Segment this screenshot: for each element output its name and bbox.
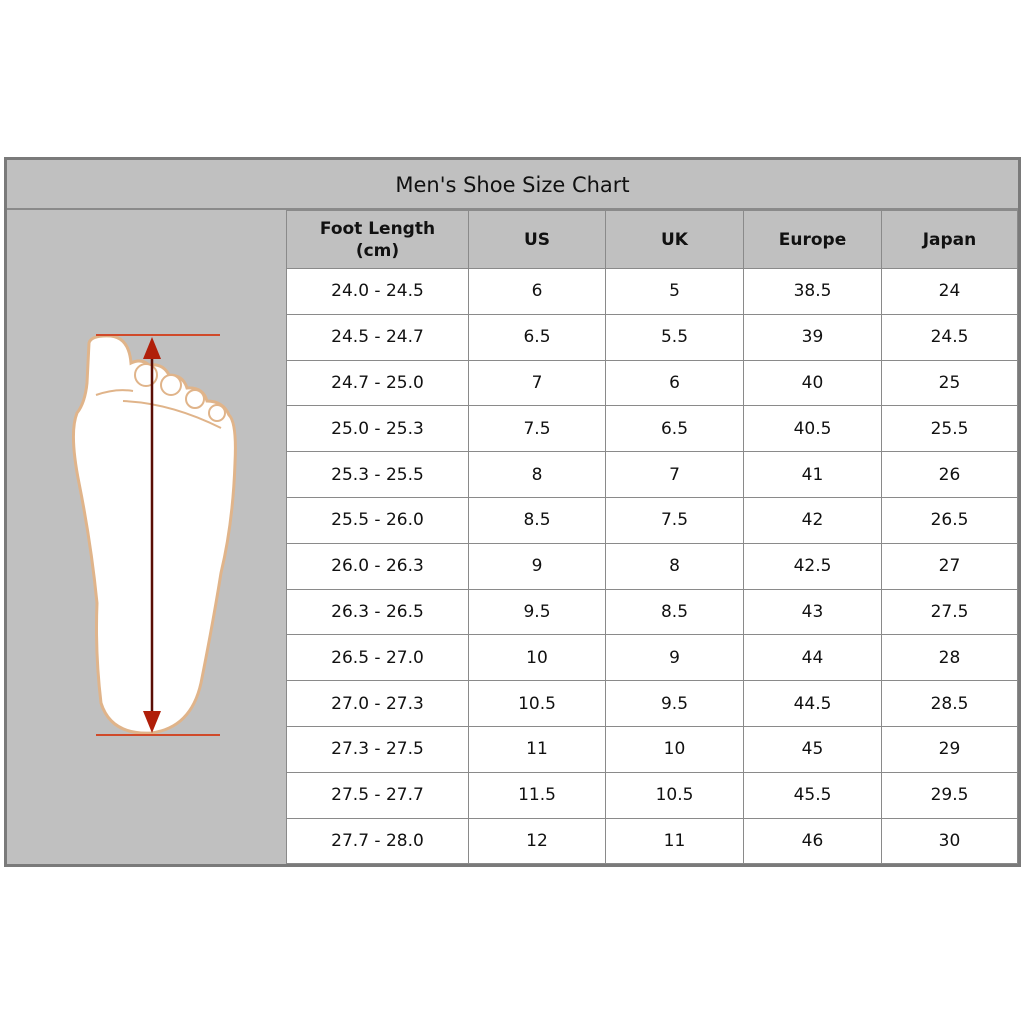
- table-row: 24.0 - 24.5 6 5 38.5 24: [286, 268, 1018, 315]
- cell-us: 6.5: [468, 313, 606, 361]
- cell-uk: 5: [605, 268, 744, 315]
- cell-europe: 43: [743, 588, 882, 636]
- header-line: (cm): [355, 240, 400, 261]
- cell-europe: 38.5: [743, 268, 882, 315]
- table-row: 27.5 - 27.7 11.5 10.5 45.5 29.5: [286, 771, 1018, 819]
- cell-japan: 24: [881, 268, 1018, 315]
- cell-japan: 25.5: [881, 405, 1018, 453]
- cell-uk: 10: [605, 725, 744, 773]
- cell-europe: 41: [743, 451, 882, 498]
- table-row: 25.0 - 25.3 7.5 6.5 40.5 25.5: [286, 405, 1018, 453]
- table-row: 26.0 - 26.3 9 8 42.5 27: [286, 542, 1018, 590]
- chart-title: Men's Shoe Size Chart: [7, 160, 1018, 210]
- cell-uk: 10.5: [605, 771, 744, 819]
- cell-foot-length: 24.0 - 24.5: [286, 268, 469, 315]
- cell-us: 8: [468, 451, 606, 498]
- table-row: 25.5 - 26.0 8.5 7.5 42 26.5: [286, 496, 1018, 544]
- cell-us: 9: [468, 542, 606, 590]
- cell-europe: 42.5: [743, 542, 882, 590]
- cell-uk: 9: [605, 634, 744, 682]
- cell-us: 7.5: [468, 405, 606, 453]
- cell-uk: 7.5: [605, 496, 744, 544]
- cell-japan: 30: [881, 817, 1018, 865]
- cell-foot-length: 26.3 - 26.5: [286, 588, 469, 636]
- cell-uk: 11: [605, 817, 744, 865]
- cell-japan: 28: [881, 634, 1018, 682]
- cell-uk: 8: [605, 542, 744, 590]
- table-row: 26.3 - 26.5 9.5 8.5 43 27.5: [286, 588, 1018, 636]
- size-table: Foot Length (cm) US UK Europe Japan 24.0 …: [286, 210, 1018, 865]
- cell-europe: 45.5: [743, 771, 882, 819]
- table-row: 25.3 - 25.5 8 7 41 26: [286, 451, 1018, 498]
- cell-europe: 40: [743, 359, 882, 407]
- cell-foot-length: 25.5 - 26.0: [286, 496, 469, 544]
- column-header-uk: UK: [605, 210, 744, 269]
- cell-europe: 42: [743, 496, 882, 544]
- cell-us: 11: [468, 725, 606, 773]
- cell-foot-length: 27.7 - 28.0: [286, 817, 469, 865]
- cell-europe: 45: [743, 725, 882, 773]
- cell-us: 7: [468, 359, 606, 407]
- cell-us: 10.5: [468, 680, 606, 727]
- cell-japan: 26.5: [881, 496, 1018, 544]
- cell-foot-length: 27.5 - 27.7: [286, 771, 469, 819]
- cell-foot-length: 24.7 - 25.0: [286, 359, 469, 407]
- cell-foot-length: 26.0 - 26.3: [286, 542, 469, 590]
- cell-uk: 8.5: [605, 588, 744, 636]
- table-row: 26.5 - 27.0 10 9 44 28: [286, 634, 1018, 682]
- cell-foot-length: 26.5 - 27.0: [286, 634, 469, 682]
- cell-europe: 46: [743, 817, 882, 865]
- cell-uk: 7: [605, 451, 744, 498]
- table-row: 27.0 - 27.3 10.5 9.5 44.5 28.5: [286, 680, 1018, 727]
- cell-japan: 24.5: [881, 313, 1018, 361]
- table-row: 27.3 - 27.5 11 10 45 29: [286, 725, 1018, 773]
- cell-europe: 44: [743, 634, 882, 682]
- cell-us: 12: [468, 817, 606, 865]
- cell-foot-length: 27.0 - 27.3: [286, 680, 469, 727]
- column-header-japan: Japan: [881, 210, 1018, 269]
- table-row: 27.7 - 28.0 12 11 46 30: [286, 817, 1018, 865]
- cell-foot-length: 25.3 - 25.5: [286, 451, 469, 498]
- cell-us: 10: [468, 634, 606, 682]
- table-row: 24.7 - 25.0 7 6 40 25: [286, 359, 1018, 407]
- cell-europe: 40.5: [743, 405, 882, 453]
- column-header-foot-length: Foot Length (cm): [286, 210, 469, 269]
- cell-uk: 6.5: [605, 405, 744, 453]
- cell-us: 8.5: [468, 496, 606, 544]
- cell-japan: 28.5: [881, 680, 1018, 727]
- column-header-europe: Europe: [743, 210, 882, 269]
- cell-japan: 27: [881, 542, 1018, 590]
- cell-europe: 39: [743, 313, 882, 361]
- cell-foot-length: 25.0 - 25.3: [286, 405, 469, 453]
- cell-uk: 6: [605, 359, 744, 407]
- cell-japan: 29.5: [881, 771, 1018, 819]
- cell-europe: 44.5: [743, 680, 882, 727]
- shoe-size-chart: Men's Shoe Size Chart Foot Length (cm) US: [4, 157, 1021, 867]
- cell-uk: 5.5: [605, 313, 744, 361]
- cell-foot-length: 24.5 - 24.7: [286, 313, 469, 361]
- cell-foot-length: 27.3 - 27.5: [286, 725, 469, 773]
- header-line: Foot Length: [319, 218, 436, 239]
- table-row: 24.5 - 24.7 6.5 5.5 39 24.5: [286, 313, 1018, 361]
- cell-japan: 26: [881, 451, 1018, 498]
- cell-us: 11.5: [468, 771, 606, 819]
- cell-us: 9.5: [468, 588, 606, 636]
- cell-japan: 27.5: [881, 588, 1018, 636]
- column-header-us: US: [468, 210, 606, 269]
- cell-japan: 25: [881, 359, 1018, 407]
- cell-japan: 29: [881, 725, 1018, 773]
- foot-measurement-icon: [7, 210, 286, 864]
- table-header-row: Foot Length (cm) US UK Europe Japan: [286, 210, 1018, 269]
- cell-us: 6: [468, 268, 606, 315]
- cell-uk: 9.5: [605, 680, 744, 727]
